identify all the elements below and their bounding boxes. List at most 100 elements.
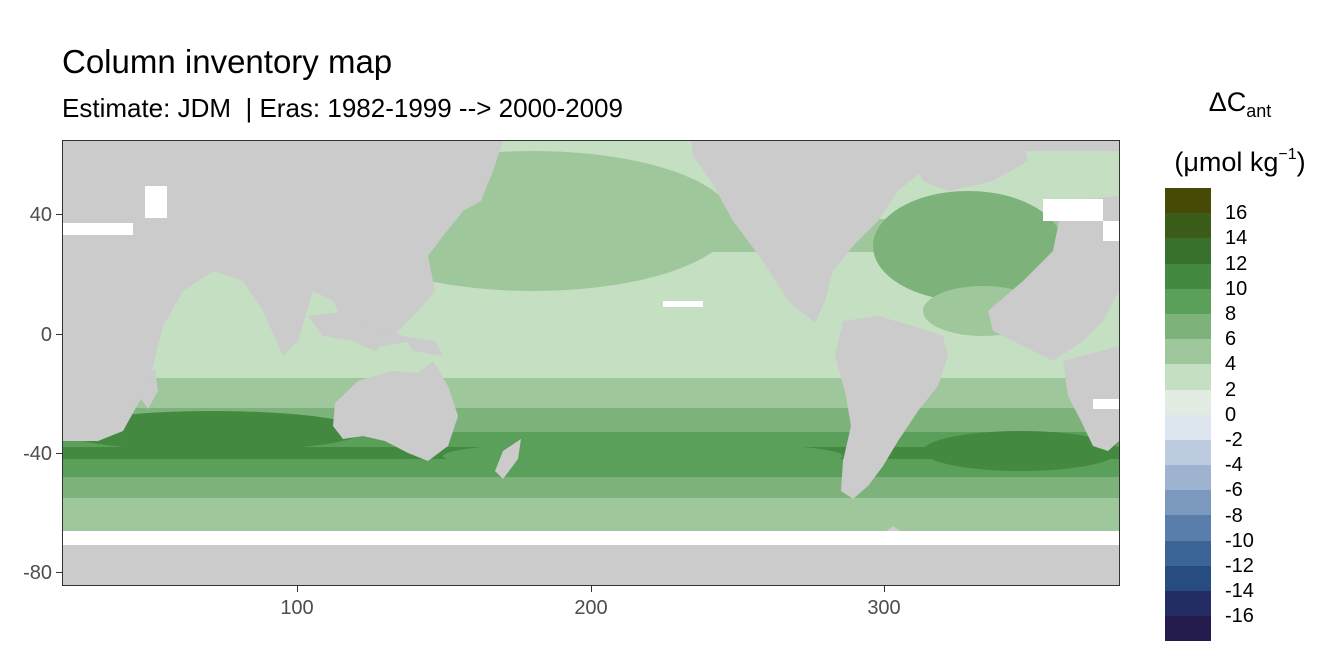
ocean-band xyxy=(63,504,1119,508)
ocean-band xyxy=(63,321,1119,325)
ocean-band xyxy=(63,141,1119,145)
ocean-band xyxy=(63,417,1119,421)
ocean-band xyxy=(63,420,1119,424)
ocean-band xyxy=(63,405,1119,409)
x-tick-label: 300 xyxy=(867,597,901,619)
legend-color-key xyxy=(1165,263,1211,289)
ocean-band xyxy=(63,291,1119,295)
ocean-band xyxy=(63,471,1119,475)
ocean-band xyxy=(63,384,1119,388)
ocean-band xyxy=(63,501,1119,505)
ocean-band xyxy=(63,408,1119,412)
legend-label: 6 xyxy=(1225,328,1237,351)
ocean-band xyxy=(63,357,1119,361)
legend-label: 14 xyxy=(1225,227,1248,250)
ocean-band xyxy=(63,327,1119,331)
ocean-band xyxy=(63,396,1119,400)
ocean-band xyxy=(63,342,1119,346)
legend-color-key xyxy=(1165,339,1211,365)
new-guinea-land xyxy=(403,336,443,356)
ocean-band xyxy=(63,519,1119,523)
ocean-band xyxy=(63,507,1119,511)
ocean-band xyxy=(63,351,1119,355)
ocean-band xyxy=(63,516,1119,520)
ocean-band xyxy=(63,486,1119,490)
y-tick-mark xyxy=(56,214,62,215)
ocean-band xyxy=(63,306,1119,310)
ocean-band xyxy=(63,150,1119,154)
ocean-band xyxy=(63,288,1119,292)
ocean-band xyxy=(63,528,1119,532)
maritime-continent-land xyxy=(308,311,413,346)
ocean-band xyxy=(63,309,1119,313)
ocean-band xyxy=(63,387,1119,391)
ocean-band xyxy=(63,426,1119,430)
ocean-band xyxy=(63,510,1119,514)
ocean-band xyxy=(63,333,1119,337)
ocean-band xyxy=(63,363,1119,367)
ocean-band xyxy=(63,423,1119,427)
southern-ocean-maximum xyxy=(923,431,1119,471)
legend-color-key xyxy=(1165,591,1211,617)
greenland-land xyxy=(903,141,1028,191)
legend-color-key xyxy=(1165,238,1211,264)
legend-color-key xyxy=(1165,490,1211,516)
legend-title-quantity: ΔCant xyxy=(1208,87,1272,121)
subtropical-gyre-region xyxy=(873,191,1063,301)
legend-color-key xyxy=(1165,439,1211,466)
legend-label: -2 xyxy=(1225,429,1243,451)
y-tick-mark xyxy=(56,572,62,573)
y-tick-label: -80 xyxy=(23,562,52,584)
eurasia-land xyxy=(63,141,503,441)
ocean-band xyxy=(63,345,1119,349)
ocean-band xyxy=(63,402,1119,406)
new-zealand-land xyxy=(495,439,521,479)
ocean-band xyxy=(63,390,1119,394)
legend-color-key xyxy=(1165,188,1211,214)
ocean-band xyxy=(63,492,1119,496)
legend-label: 10 xyxy=(1225,277,1248,300)
ocean-band xyxy=(63,336,1119,340)
legend-label: 16 xyxy=(1225,202,1248,225)
legend-label: 2 xyxy=(1225,378,1237,401)
europe-land xyxy=(988,196,1119,361)
africa-land xyxy=(1063,346,1119,451)
missing-data-patches xyxy=(63,186,1119,545)
ocean-band xyxy=(63,498,1119,502)
north-america-land xyxy=(691,141,1119,323)
legend-color-key xyxy=(1165,540,1211,566)
legend-color-key xyxy=(1165,313,1211,340)
legend-label: 8 xyxy=(1225,303,1237,325)
ocean-band xyxy=(63,300,1119,304)
ocean-band xyxy=(63,435,1119,439)
y-tick-label: 0 xyxy=(40,324,52,346)
x-tick-mark xyxy=(297,586,298,592)
ocean-band xyxy=(63,312,1119,316)
ocean-band xyxy=(63,294,1119,298)
legend-label: -4 xyxy=(1225,454,1243,477)
x-tick-label: 100 xyxy=(280,597,314,619)
ocean-band xyxy=(63,318,1119,322)
legend-label: 4 xyxy=(1225,353,1237,376)
australia-land xyxy=(333,361,458,461)
land-masses xyxy=(63,141,1119,585)
legend-label: -6 xyxy=(1225,479,1243,502)
legend-color-key xyxy=(1165,364,1211,390)
ocean-band xyxy=(63,144,1119,148)
legend-color-key xyxy=(1165,389,1211,415)
legend-color-key xyxy=(1165,465,1211,491)
y-tick-label: 40 xyxy=(29,204,52,226)
ocean-band xyxy=(63,369,1119,373)
x-tick-label: 200 xyxy=(574,597,608,619)
legend-label: 0 xyxy=(1225,403,1237,426)
legend-label: -8 xyxy=(1225,504,1243,527)
ocean-band xyxy=(63,429,1119,433)
ocean-band xyxy=(63,474,1119,478)
x-tick-mark xyxy=(591,586,592,592)
ocean-band xyxy=(63,399,1119,403)
legend-color-key xyxy=(1165,616,1211,642)
ocean-band xyxy=(63,495,1119,499)
x-tick-mark xyxy=(884,586,885,592)
ocean-band xyxy=(63,330,1119,334)
ocean-band xyxy=(63,375,1119,379)
